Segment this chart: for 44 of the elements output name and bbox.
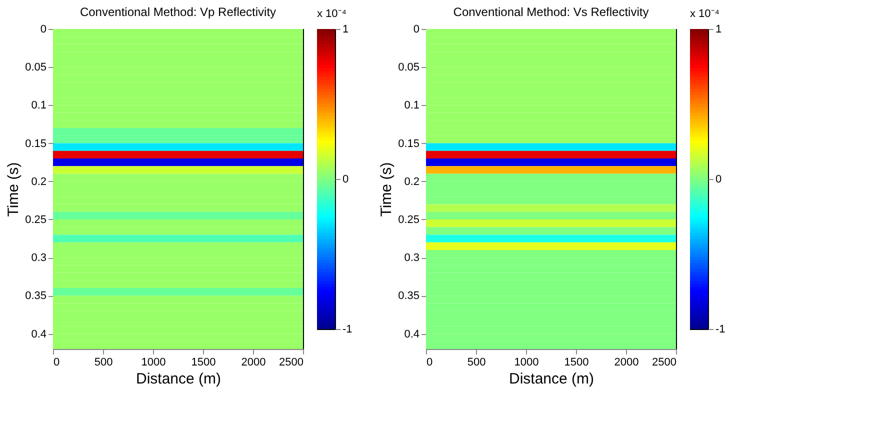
y-tick-label: 0.3 (404, 252, 420, 264)
y-tick-label: 0.1 (31, 100, 46, 112)
x-tick-label: 1500 (191, 356, 216, 368)
x-tick-label: 1000 (514, 356, 539, 368)
y-tick-label: 0.2 (404, 176, 420, 188)
x-tick-label: 1000 (141, 356, 166, 368)
y-tick-label: 0.15 (25, 138, 46, 150)
x-tick-label: 0 (54, 356, 60, 368)
chart-title: Conventional Method: Vs Reflectivity (453, 5, 649, 19)
color-bar-label: 0 (716, 174, 722, 186)
color-bar-title: x 10⁻⁴ (317, 8, 347, 20)
x-tick-label: 0 (426, 356, 433, 368)
y-axis-title: Time (s) (378, 162, 396, 217)
y-axis-title: Time (s) (5, 162, 22, 217)
y-tick-label: 0.4 (404, 328, 420, 340)
y-tick-label: 0 (413, 24, 420, 36)
x-tick-label: 500 (94, 356, 113, 368)
x-tick-label: 2500 (652, 356, 676, 368)
y-tick-label: 0.4 (31, 328, 46, 340)
y-tick-label: 0 (40, 24, 46, 36)
y-tick-label: 0.15 (398, 138, 420, 150)
y-tick-label: 0.05 (398, 62, 420, 74)
x-tick-label: 1500 (564, 356, 589, 368)
color-bar-title: x 10⁻⁴ (690, 8, 720, 20)
y-tick-label: 0.2 (31, 176, 46, 188)
x-tick-label: 2000 (241, 356, 266, 368)
color-bar-label: -1 (716, 324, 726, 336)
chart-title: Conventional Method: Vp Reflectivity (80, 5, 276, 19)
color-bar-label: 1 (342, 24, 349, 36)
x-axis-title: Distance (m) (508, 370, 594, 388)
y-tick-label: 0.1 (404, 100, 420, 112)
y-tick-label: 0.25 (398, 214, 420, 226)
x-tick-label: 500 (467, 356, 486, 368)
x-tick-label: 2000 (614, 356, 639, 368)
x-axis-title: Distance (m) (136, 370, 222, 388)
y-tick-label: 0.35 (398, 290, 420, 302)
x-tick-label: 2500 (279, 356, 304, 368)
color-bar-label: 1 (716, 24, 722, 36)
color-bar-label: 0 (342, 174, 349, 186)
y-tick-label: 0.3 (31, 252, 46, 264)
y-tick-label: 0.25 (25, 214, 46, 226)
color-bar-label: -1 (342, 324, 352, 336)
y-tick-label: 0.35 (25, 290, 46, 302)
y-tick-label: 0.05 (25, 62, 46, 74)
